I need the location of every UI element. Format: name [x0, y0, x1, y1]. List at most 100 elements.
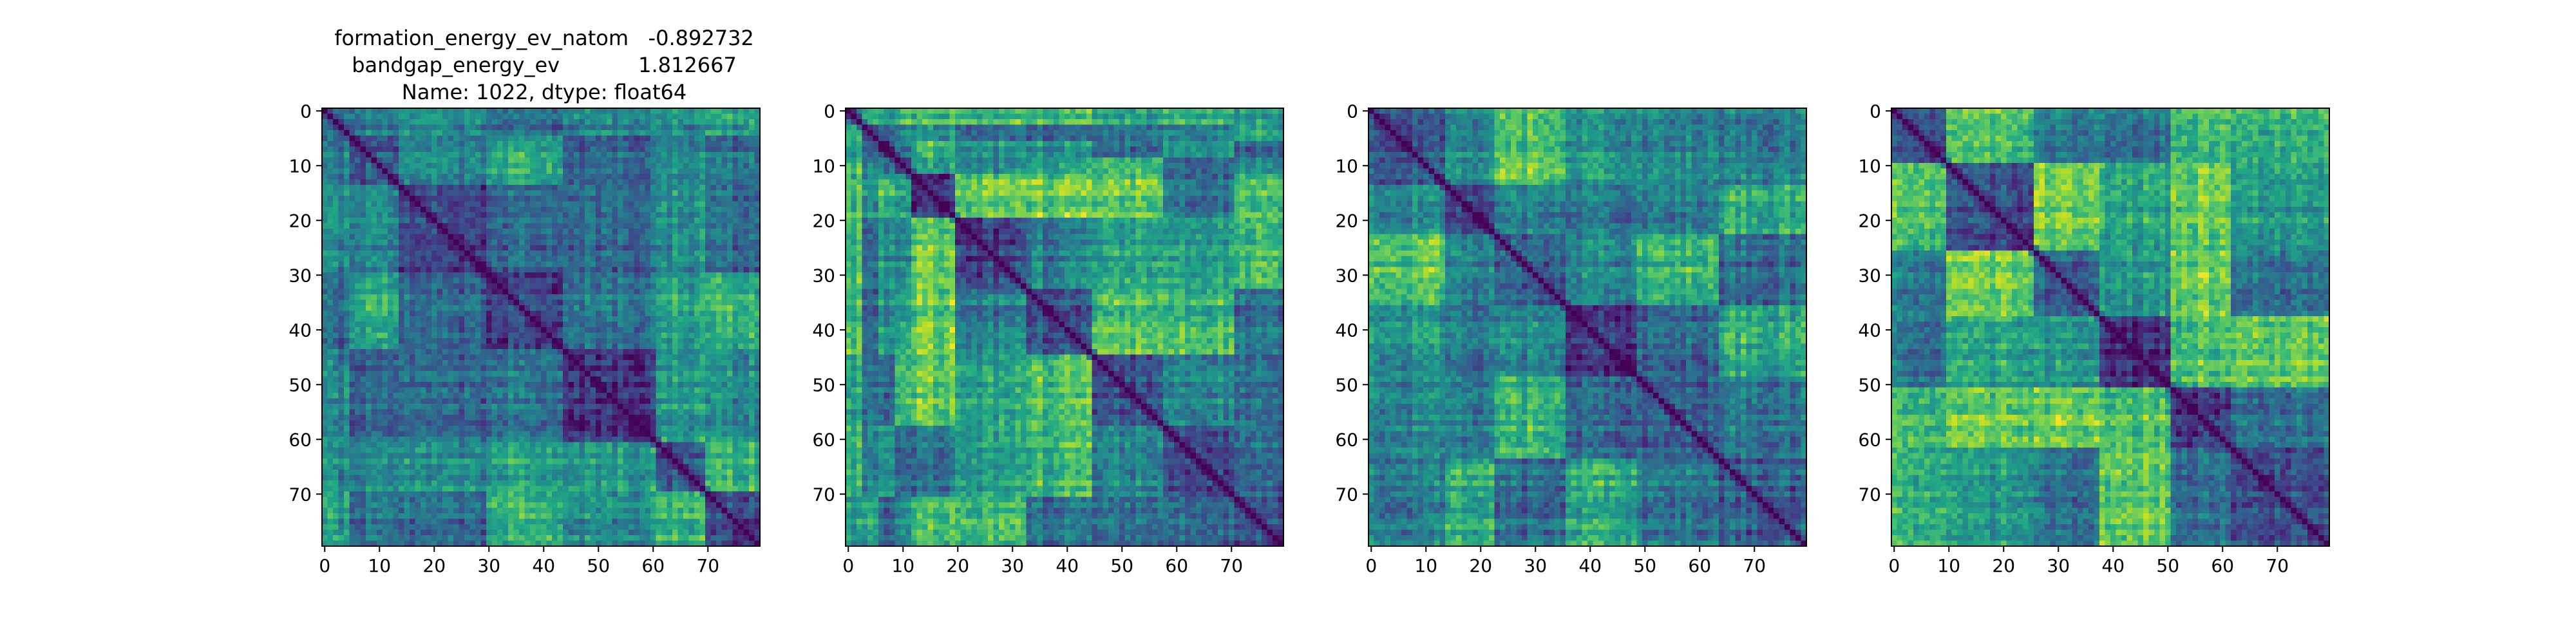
heatmap-cell	[607, 409, 612, 415]
heatmap-cell	[694, 130, 700, 136]
heatmap-cell	[377, 152, 383, 158]
heatmap-cell	[415, 431, 421, 437]
heatmap-cell	[388, 135, 393, 142]
heatmap-cell	[710, 398, 717, 404]
heatmap-cell	[453, 261, 459, 267]
heatmap-cell	[344, 119, 350, 125]
heatmap-cell	[338, 283, 345, 289]
heatmap-cell	[710, 305, 717, 311]
heatmap-cell	[590, 207, 596, 213]
heatmap-cell	[410, 190, 415, 196]
heatmap-cell	[486, 332, 492, 339]
heatmap-cell	[431, 442, 437, 448]
heatmap-cell	[431, 415, 437, 421]
heatmap-cell	[667, 409, 673, 415]
heatmap-cell	[629, 442, 634, 448]
heatmap-cell	[552, 404, 558, 410]
heatmap-cell	[743, 371, 750, 377]
heatmap-cell	[404, 190, 410, 196]
heatmap-cell	[699, 321, 706, 328]
heatmap-cell	[721, 289, 728, 295]
heatmap-cell	[426, 404, 432, 410]
heatmap-cell	[469, 283, 476, 289]
heatmap-cell	[415, 393, 421, 399]
heatmap-cell	[491, 119, 498, 125]
heatmap-cell	[486, 442, 492, 448]
heatmap-cell	[541, 299, 547, 306]
heatmap-cell	[448, 409, 454, 415]
heatmap-cell	[634, 316, 640, 322]
heatmap-cell	[623, 179, 629, 185]
heatmap-cell	[502, 229, 509, 234]
heatmap-cell	[688, 267, 695, 273]
heatmap-cell	[721, 437, 728, 442]
heatmap-cell	[738, 409, 744, 415]
heatmap-cell	[360, 234, 366, 240]
heatmap-cell	[464, 240, 470, 245]
heatmap-cell	[393, 272, 399, 278]
heatmap-cell	[327, 382, 334, 388]
heatmap-cell	[699, 190, 706, 196]
heatmap-cell	[497, 354, 503, 361]
heatmap-cell	[366, 207, 372, 213]
heatmap-cell	[645, 229, 651, 234]
heatmap-cell	[677, 338, 684, 344]
heatmap-cell	[377, 163, 383, 169]
heatmap-cell	[344, 251, 350, 256]
heatmap-cell	[579, 212, 585, 218]
heatmap-cell	[656, 278, 662, 284]
heatmap-cell	[453, 196, 459, 202]
heatmap-cell	[399, 393, 404, 399]
heatmap-cell	[382, 201, 388, 207]
heatmap-cell	[382, 420, 388, 426]
heatmap-cell	[563, 135, 569, 142]
heatmap-cell	[448, 174, 454, 180]
heatmap-cell	[688, 135, 695, 142]
heatmap-cell	[683, 332, 689, 339]
heatmap-cell	[338, 146, 345, 153]
heatmap-cell	[645, 152, 651, 158]
heatmap-cell	[645, 212, 651, 218]
heatmap-cell	[333, 278, 339, 284]
heatmap-cell	[464, 135, 470, 142]
heatmap-cell	[453, 360, 459, 366]
heatmap-cell	[322, 338, 328, 344]
heatmap-cell	[612, 146, 618, 153]
heatmap-cell	[344, 223, 350, 229]
heatmap-cell	[502, 146, 509, 153]
heatmap-cell	[421, 283, 426, 289]
heatmap-cell	[322, 190, 328, 196]
heatmap-cell	[502, 179, 509, 185]
heatmap-cell	[480, 278, 487, 284]
heatmap-cell	[618, 267, 623, 273]
heatmap-cell	[612, 426, 618, 431]
heatmap-cell	[535, 398, 542, 404]
heatmap-cell	[557, 256, 564, 262]
heatmap-cell	[469, 305, 476, 311]
heatmap-cell	[568, 234, 574, 240]
heatmap-cell	[601, 234, 607, 240]
heatmap-cell	[437, 218, 443, 223]
heatmap-cell	[491, 448, 498, 453]
heatmap-cell	[535, 310, 542, 317]
heatmap-cell	[749, 185, 755, 191]
heatmap-cell	[421, 349, 426, 355]
heatmap-cell	[530, 207, 536, 213]
heatmap-cell	[754, 321, 761, 328]
heatmap-cell	[683, 108, 689, 114]
heatmap-cell	[738, 174, 744, 180]
heatmap-cell	[705, 240, 711, 245]
heatmap-cell	[366, 245, 372, 251]
heatmap-cell	[442, 382, 448, 388]
heatmap-cell	[377, 365, 383, 372]
heatmap-cell	[513, 146, 520, 153]
heatmap-cell	[754, 398, 761, 404]
heatmap-cell	[732, 398, 739, 404]
heatmap-cell	[497, 305, 503, 311]
heatmap-cell	[623, 349, 629, 355]
heatmap-cell	[552, 261, 558, 267]
heatmap-cell	[688, 152, 695, 158]
heatmap-cell	[437, 135, 443, 142]
heatmap-cell	[338, 267, 345, 273]
heatmap-cell	[404, 234, 410, 240]
